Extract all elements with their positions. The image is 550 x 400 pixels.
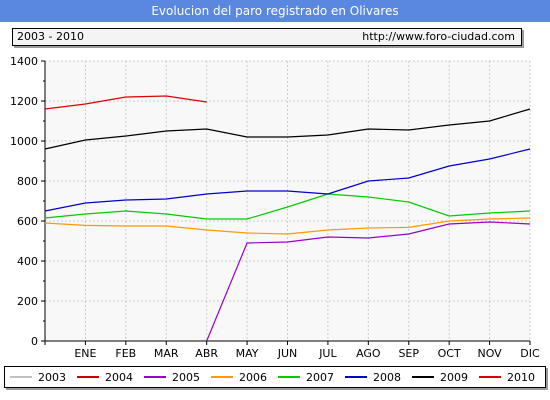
series-line-2007 xyxy=(44,193,531,220)
y-tick-label: 200 xyxy=(17,295,38,308)
series-line-2010 xyxy=(44,95,207,110)
x-tick-label: MAR xyxy=(154,347,179,360)
y-tick-label: 1400 xyxy=(10,55,38,68)
date-range-label: 2003 - 2010 xyxy=(17,30,84,43)
legend-label-2005: 2005 xyxy=(172,371,200,384)
x-tick-label: OCT xyxy=(438,347,461,360)
x-tick-label: MAY xyxy=(236,347,259,360)
y-tick-label: 600 xyxy=(17,215,38,228)
source-url-label: http://www.foro-ciudad.com xyxy=(362,30,515,43)
legend-label-2008: 2008 xyxy=(373,371,401,384)
x-tick-label: JUN xyxy=(277,347,298,360)
x-tick-label: ENE xyxy=(74,347,96,360)
legend-box xyxy=(4,366,546,388)
y-tick-label: 800 xyxy=(17,175,38,188)
legend-label-2004: 2004 xyxy=(105,371,133,384)
series-line-2006 xyxy=(44,217,531,235)
legend-label-2003: 2003 xyxy=(38,371,66,384)
x-tick-label: JUL xyxy=(318,347,337,360)
x-tick-label: DIC xyxy=(520,347,540,360)
x-tick-label: ABR xyxy=(195,347,218,360)
legend-label-2006: 2006 xyxy=(239,371,267,384)
x-tick-label: FEB xyxy=(115,347,136,360)
y-tick-label: 1200 xyxy=(10,95,38,108)
y-tick-label: 1000 xyxy=(10,135,38,148)
legend-label-2007: 2007 xyxy=(306,371,334,384)
series-line-2009 xyxy=(44,108,531,150)
x-tick-label: SEP xyxy=(398,347,419,360)
legend-label-2009: 2009 xyxy=(440,371,468,384)
series-line-2008 xyxy=(44,148,531,212)
series-line-2005 xyxy=(206,221,531,342)
x-tick-label: NOV xyxy=(477,347,502,360)
y-tick-label: 400 xyxy=(17,255,38,268)
subtitle-bar: 2003 - 2010 http://www.foro-ciudad.com xyxy=(12,28,522,46)
x-tick-label: AGO xyxy=(356,347,381,360)
chart-title: Evolucion del paro registrado en Olivare… xyxy=(0,0,550,22)
legend-label-2010: 2010 xyxy=(507,371,535,384)
y-tick-label: 0 xyxy=(31,335,38,348)
